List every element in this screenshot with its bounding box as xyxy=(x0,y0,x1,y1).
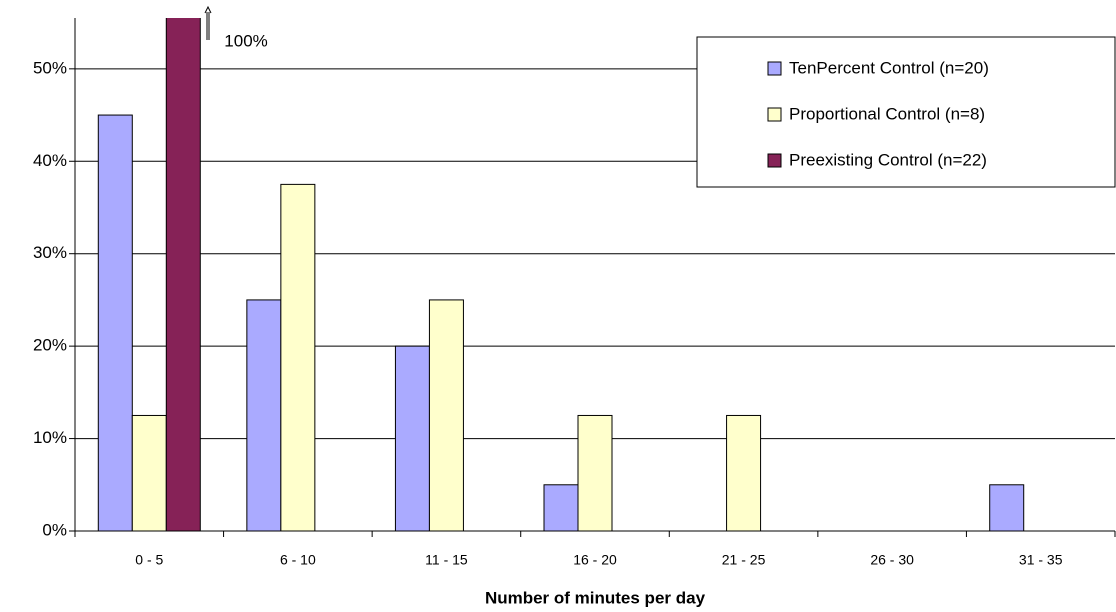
legend-swatch xyxy=(767,153,782,168)
bar xyxy=(246,299,282,532)
bar xyxy=(394,345,430,532)
bar xyxy=(280,183,316,532)
bar xyxy=(131,414,167,532)
x-tick-label: 6 - 10 xyxy=(280,552,316,568)
bar xyxy=(543,484,579,532)
plot-area xyxy=(97,18,1025,532)
legend-box xyxy=(696,36,1116,188)
y-tick-label: 20% xyxy=(33,336,67,355)
bar xyxy=(165,18,201,532)
y-tick-label: 40% xyxy=(33,151,67,170)
bar xyxy=(989,484,1025,532)
y-tick-label: 50% xyxy=(33,58,67,77)
y-tick-label: 0% xyxy=(42,520,67,539)
bar xyxy=(428,299,464,532)
x-tick-label: 0 - 5 xyxy=(135,552,163,568)
legend-label: Preexisting Control (n=22) xyxy=(789,150,987,169)
value-label: 100% xyxy=(224,31,267,50)
legend-label: Proportional Control (n=8) xyxy=(789,104,985,123)
legend: TenPercent Control (n=20) Proportional Co… xyxy=(696,36,1116,188)
legend-label: TenPercent Control (n=20) xyxy=(789,58,989,77)
legend-swatch xyxy=(767,61,782,76)
x-axis-title: Number of minutes per day xyxy=(485,588,706,607)
bar xyxy=(577,414,613,532)
y-tick-label: 30% xyxy=(33,243,67,262)
x-tick-label: 16 - 20 xyxy=(573,552,617,568)
bar xyxy=(97,114,133,532)
bar xyxy=(726,414,762,532)
overflow-arrow xyxy=(204,5,212,40)
x-tick-label: 31 - 35 xyxy=(1019,552,1063,568)
legend-swatch xyxy=(767,107,782,122)
x-tick-label: 26 - 30 xyxy=(870,552,914,568)
x-tick-label: 21 - 25 xyxy=(722,552,766,568)
x-tick-label: 11 - 15 xyxy=(425,552,468,568)
y-tick-label: 10% xyxy=(33,428,67,447)
